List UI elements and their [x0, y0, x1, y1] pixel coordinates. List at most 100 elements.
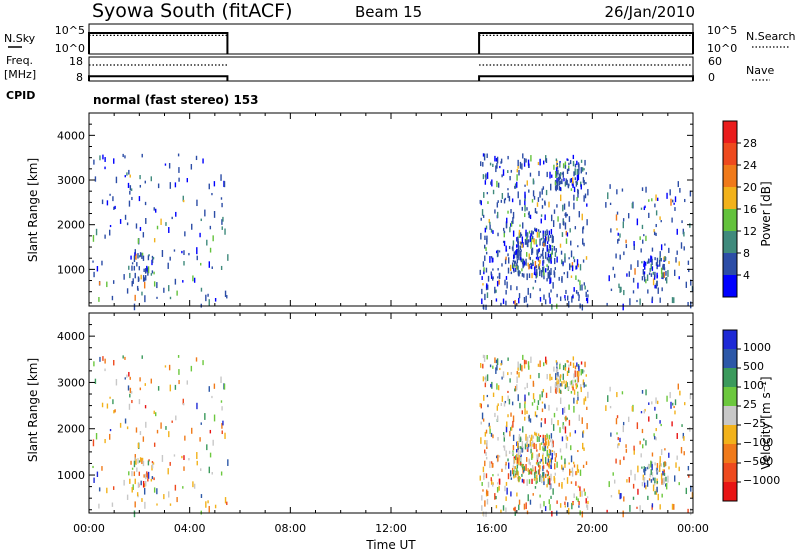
velocity-cell: [202, 360, 204, 366]
velocity-cell: [530, 356, 532, 364]
velocity-cell: [562, 408, 564, 415]
power-cell: [484, 293, 486, 301]
velocity-cell: [513, 507, 515, 511]
velocity-cell: [560, 455, 563, 460]
noise-sky-trace: [478, 32, 694, 54]
velocity-cell: [564, 462, 566, 468]
noise-sky-trace: [88, 32, 229, 54]
power-cell: [490, 256, 493, 259]
velocity-cell: [551, 376, 553, 381]
velocity-cell: [581, 417, 583, 424]
power-cell: [524, 191, 526, 199]
velocity-cell: [651, 503, 654, 508]
power-cell: [673, 297, 675, 304]
velocity-cell: [610, 495, 613, 498]
power-cell: [551, 247, 553, 255]
velocity-cell: [573, 389, 576, 395]
power-cell: [523, 264, 525, 268]
velocity-cell: [547, 478, 550, 485]
velocity-cell: [609, 386, 611, 392]
velocity-cell: [504, 485, 506, 492]
power-cell: [511, 198, 514, 203]
velocity-cell: [480, 421, 482, 425]
power-cell: [482, 304, 485, 310]
power-cell: [486, 153, 488, 158]
velocity-cell: [637, 465, 639, 473]
velocity-cell: [518, 454, 520, 461]
velocity-cell: [137, 458, 139, 464]
power-cell: [658, 259, 661, 267]
velocity-cell: [644, 468, 646, 476]
power-cell: [532, 190, 535, 197]
power-cell: [567, 158, 569, 162]
power-cell: [520, 234, 523, 237]
time-tick-label: 16:00: [476, 522, 508, 535]
power-cell: [578, 163, 580, 171]
velocity-cell: [660, 473, 663, 480]
power-cell: [224, 228, 226, 235]
velocity-cell: [644, 408, 646, 412]
power-cell: [495, 298, 498, 302]
power-cell: [678, 276, 680, 280]
velocity-cell: [134, 478, 136, 485]
power-cell: [509, 264, 512, 271]
velocity-cell: [585, 374, 587, 377]
velocity-cell: [496, 415, 499, 422]
velocity-cell: [532, 435, 535, 439]
power-cell: [542, 249, 544, 257]
power-cell: [538, 232, 540, 238]
velocity-cell: [655, 489, 658, 495]
power-cell: [556, 166, 559, 170]
velocity-cell: [142, 480, 145, 488]
power-cell: [138, 255, 141, 258]
power-cell: [545, 158, 548, 163]
velocity-cell: [536, 405, 539, 411]
velocity-cell: [483, 475, 485, 480]
power-cell: [655, 232, 657, 237]
power-cell: [518, 293, 521, 299]
velocity-cell: [553, 366, 555, 372]
velocity-cell: [551, 450, 554, 453]
velocity-cell: [196, 460, 198, 466]
velocity-cell: [483, 355, 486, 362]
velocity-cell: [670, 401, 672, 409]
velocity-cell: [530, 441, 532, 449]
power-cell: [546, 278, 548, 282]
power-cell: [587, 294, 589, 298]
power-cell: [96, 266, 99, 272]
power-cell: [126, 222, 129, 226]
velocity-cell: [545, 356, 547, 364]
velocity-cell: [563, 477, 565, 481]
velocity-cell: [119, 422, 122, 428]
velocity-cell: [541, 476, 543, 484]
power-cell: [648, 199, 650, 202]
power-cell: [169, 296, 172, 300]
power-cell: [644, 263, 646, 270]
power-cell: [584, 159, 586, 166]
velocity-cell: [618, 442, 620, 446]
velocity-cell: [222, 420, 224, 426]
power-cell: [561, 232, 564, 237]
power-cell: [652, 278, 655, 286]
velocity-cell: [568, 386, 570, 389]
velocity-cell: [168, 491, 170, 498]
power-cell: [655, 210, 658, 216]
velocity-cell: [191, 427, 193, 434]
colorbar-tick-label: −1000: [743, 474, 780, 487]
power-cell: [565, 178, 567, 185]
power-cell: [490, 228, 493, 233]
power-cell: [526, 243, 529, 248]
power-cell: [182, 195, 184, 202]
power-cell: [153, 207, 155, 211]
velocity-cell: [484, 431, 487, 437]
velocity-cell: [671, 503, 674, 510]
colorbar-tick-label: 24: [743, 159, 757, 172]
power-cell: [679, 187, 681, 193]
velocity-cell: [509, 378, 511, 383]
velocity-cell: [554, 384, 557, 389]
power-cell: [516, 262, 518, 266]
velocity-cell: [663, 477, 665, 484]
velocity-cell: [526, 382, 528, 389]
velocity-cell: [522, 446, 524, 453]
power-cell: [539, 268, 541, 275]
